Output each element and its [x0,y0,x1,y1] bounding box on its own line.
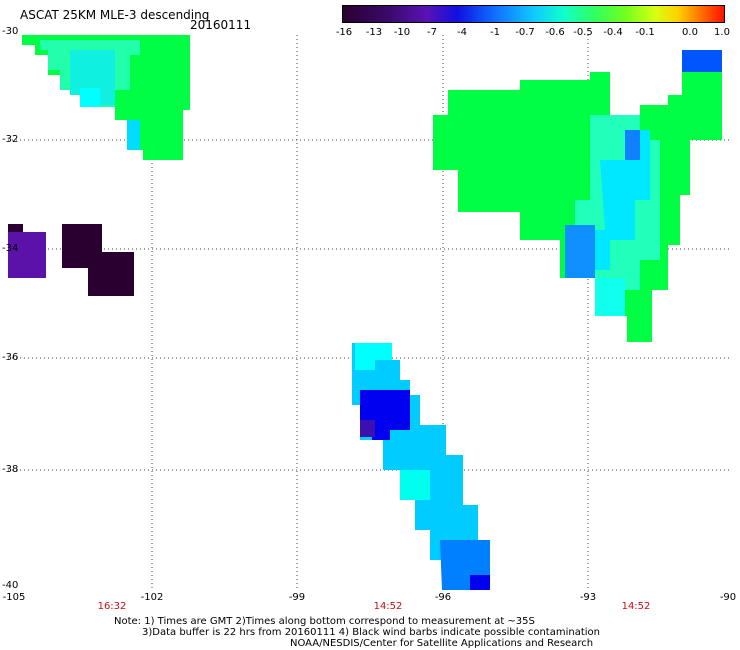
lon-label: -93 [579,592,597,603]
colorbar-tick: -0.4 [603,27,623,38]
swath-northeast [433,50,722,590]
map-date: 20160111 [190,18,252,32]
colorbar-tick: -0.6 [545,27,565,38]
colorbar-tick: -10 [393,27,411,38]
lon-label: -99 [288,592,306,603]
colorbar-tick: -1 [490,27,500,38]
note-line-3: NOAA/NESDIS/Center for Satellite Applica… [290,638,594,649]
colorbar-tick: -0.7 [515,27,535,38]
colorbar-tick: -13 [365,27,383,38]
lon-label: -105 [2,592,26,603]
lat-label: -32 [2,134,19,145]
lon-label: -90 [719,592,737,603]
note-line-2: 3)Data buffer is 22 hrs from 20160111 4)… [142,627,600,638]
lat-label: -38 [2,464,19,475]
purple-cells [8,224,134,296]
colorbar-tick: -0.1 [635,27,655,38]
lat-label: -30 [2,26,19,37]
lat-label: -36 [2,352,19,363]
swath-south [352,343,490,590]
pass-time: 14:52 [621,601,651,612]
pass-time: 14:52 [373,601,403,612]
colorbar-tick: 0.0 [682,27,698,38]
colorbar [342,5,725,23]
map-title: ASCAT 25KM MLE-3 descending [20,8,210,22]
lat-label: -40 [2,580,19,591]
lat-label: -34 [2,243,19,254]
lon-label: -102 [140,592,164,603]
colorbar-tick: -0.5 [573,27,593,38]
lon-label: -96 [434,592,452,603]
colorbar-tick: -16 [335,27,353,38]
pass-time: 16:32 [97,601,127,612]
note-line-1: Note: 1) Times are GMT 2)Times along bot… [114,616,535,627]
colorbar-tick: 1.0 [714,27,730,38]
colorbar-tick: -7 [427,27,437,38]
swath-northwest [22,35,190,160]
colorbar-tick: -4 [457,27,467,38]
